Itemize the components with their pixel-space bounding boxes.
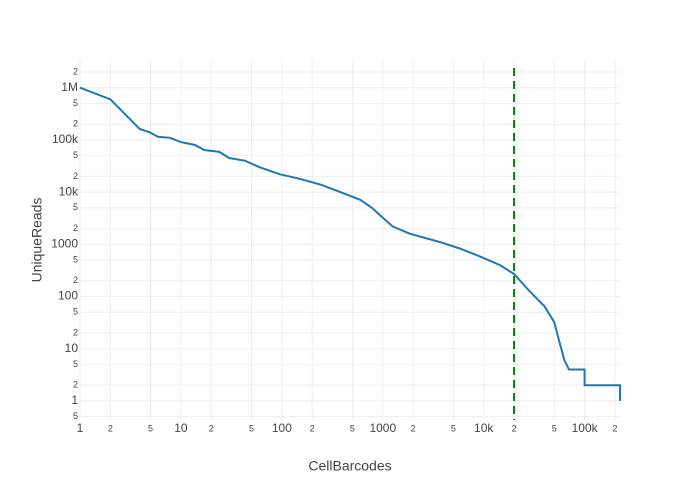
- y-tick-label: 5: [73, 307, 78, 317]
- y-tick-label: 5: [73, 359, 78, 369]
- y-tick-label: 100k: [52, 132, 79, 146]
- x-tick-label: 100k: [572, 421, 599, 435]
- y-tick-label: 2: [73, 275, 78, 285]
- y-tick-label: 2: [73, 327, 78, 337]
- x-tick-label: 2: [310, 423, 315, 433]
- x-axis-title: CellBarcodes: [308, 458, 391, 474]
- y-tick-label: 10: [65, 341, 79, 355]
- x-tick-label: 2: [209, 423, 214, 433]
- x-tick-label: 5: [148, 423, 153, 433]
- x-tick-label: 2: [512, 423, 517, 433]
- y-tick-label: 100: [58, 289, 78, 303]
- x-tick-label: 5: [249, 423, 254, 433]
- y-tick-label: 10k: [59, 184, 79, 198]
- y-tick-label: 1: [71, 393, 78, 407]
- x-tick-label: 10k: [474, 421, 494, 435]
- y-tick-label: 1M: [61, 80, 78, 94]
- x-tick-label: 2: [108, 423, 113, 433]
- y-tick-label: 2: [73, 66, 78, 76]
- y-tick-label: 2: [73, 380, 78, 390]
- x-tick-label: 2: [411, 423, 416, 433]
- y-tick-label: 1000: [51, 236, 78, 250]
- y-tick-label: 5: [73, 150, 78, 160]
- x-tick-label: 5: [350, 423, 355, 433]
- y-tick-label: 5: [73, 98, 78, 108]
- data-line: [79, 86, 621, 401]
- x-tick-label: 5: [552, 423, 557, 433]
- y-tick-label: 5: [73, 254, 78, 264]
- y-tick-label: 5: [73, 202, 78, 212]
- y-tick-label: 5: [73, 411, 78, 421]
- y-tick-label: 2: [73, 119, 78, 129]
- x-tick-label: 1000: [369, 421, 396, 435]
- x-tick-label: 5: [451, 423, 456, 433]
- x-tick-label: 100: [272, 421, 292, 435]
- y-tick-label: 2: [73, 171, 78, 181]
- x-tick-label: 1: [77, 421, 84, 435]
- x-tick-label: 2: [613, 423, 618, 433]
- x-tick-label: 10: [174, 421, 188, 435]
- y-tick-label: 2: [73, 223, 78, 233]
- y-axis-title: UniqueReads: [29, 198, 45, 283]
